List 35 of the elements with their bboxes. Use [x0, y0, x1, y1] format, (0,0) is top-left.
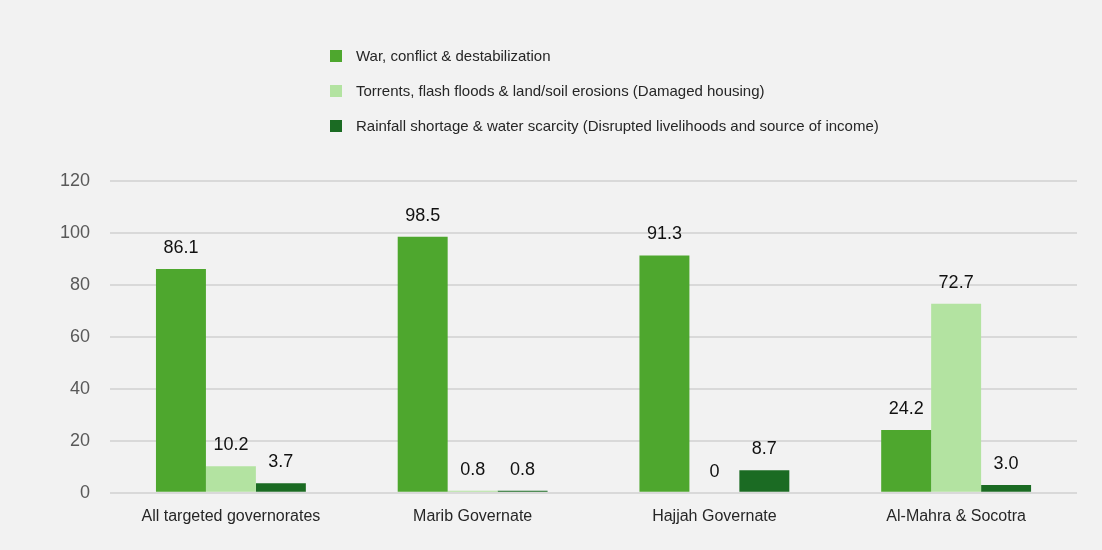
data-label: 10.2: [213, 434, 249, 455]
y-tick-label: 40: [70, 377, 91, 398]
data-label: 0.8: [510, 458, 536, 479]
bar: [639, 255, 690, 492]
bar: [205, 466, 256, 492]
y-tick-label: 20: [70, 429, 91, 450]
data-label: 86.1: [163, 236, 199, 257]
y-tick-label: 0: [80, 481, 91, 502]
x-tick-label: All targeted governorates: [141, 506, 321, 524]
bar: [397, 236, 448, 492]
legend-label: Rainfall shortage & water scarcity (Disrupted livelihoods and source of income): [356, 117, 879, 134]
data-label: 0.8: [460, 458, 486, 479]
data-label: 3.7: [268, 451, 294, 472]
bar: [155, 268, 206, 492]
data-label: 8.7: [751, 438, 777, 459]
legend-label: War, conflict & destabilization: [356, 47, 551, 64]
data-label: 0: [709, 460, 720, 481]
y-tick-label: 100: [59, 221, 91, 242]
y-tick-label: 60: [70, 325, 91, 346]
data-label: 91.3: [646, 223, 682, 244]
data-label: 24.2: [888, 397, 924, 418]
x-tick-label: Al-Mahra & Socotra: [886, 506, 1027, 524]
bar: [739, 470, 790, 492]
data-label: 98.5: [405, 204, 441, 225]
y-tick-label: 120: [59, 169, 91, 190]
legend-label: Torrents, flash floods & land/soil erosions (Damaged housing): [356, 82, 765, 99]
bar: [981, 485, 1032, 492]
data-label: 72.7: [938, 271, 974, 292]
y-tick-label: 80: [70, 273, 91, 294]
bar: [255, 483, 306, 492]
x-tick-label: Hajjah Governate: [652, 506, 777, 524]
bar: [931, 303, 982, 492]
bar: [881, 429, 932, 492]
data-label: 3.0: [993, 452, 1019, 473]
x-tick-label: Marib Governate: [413, 506, 533, 524]
